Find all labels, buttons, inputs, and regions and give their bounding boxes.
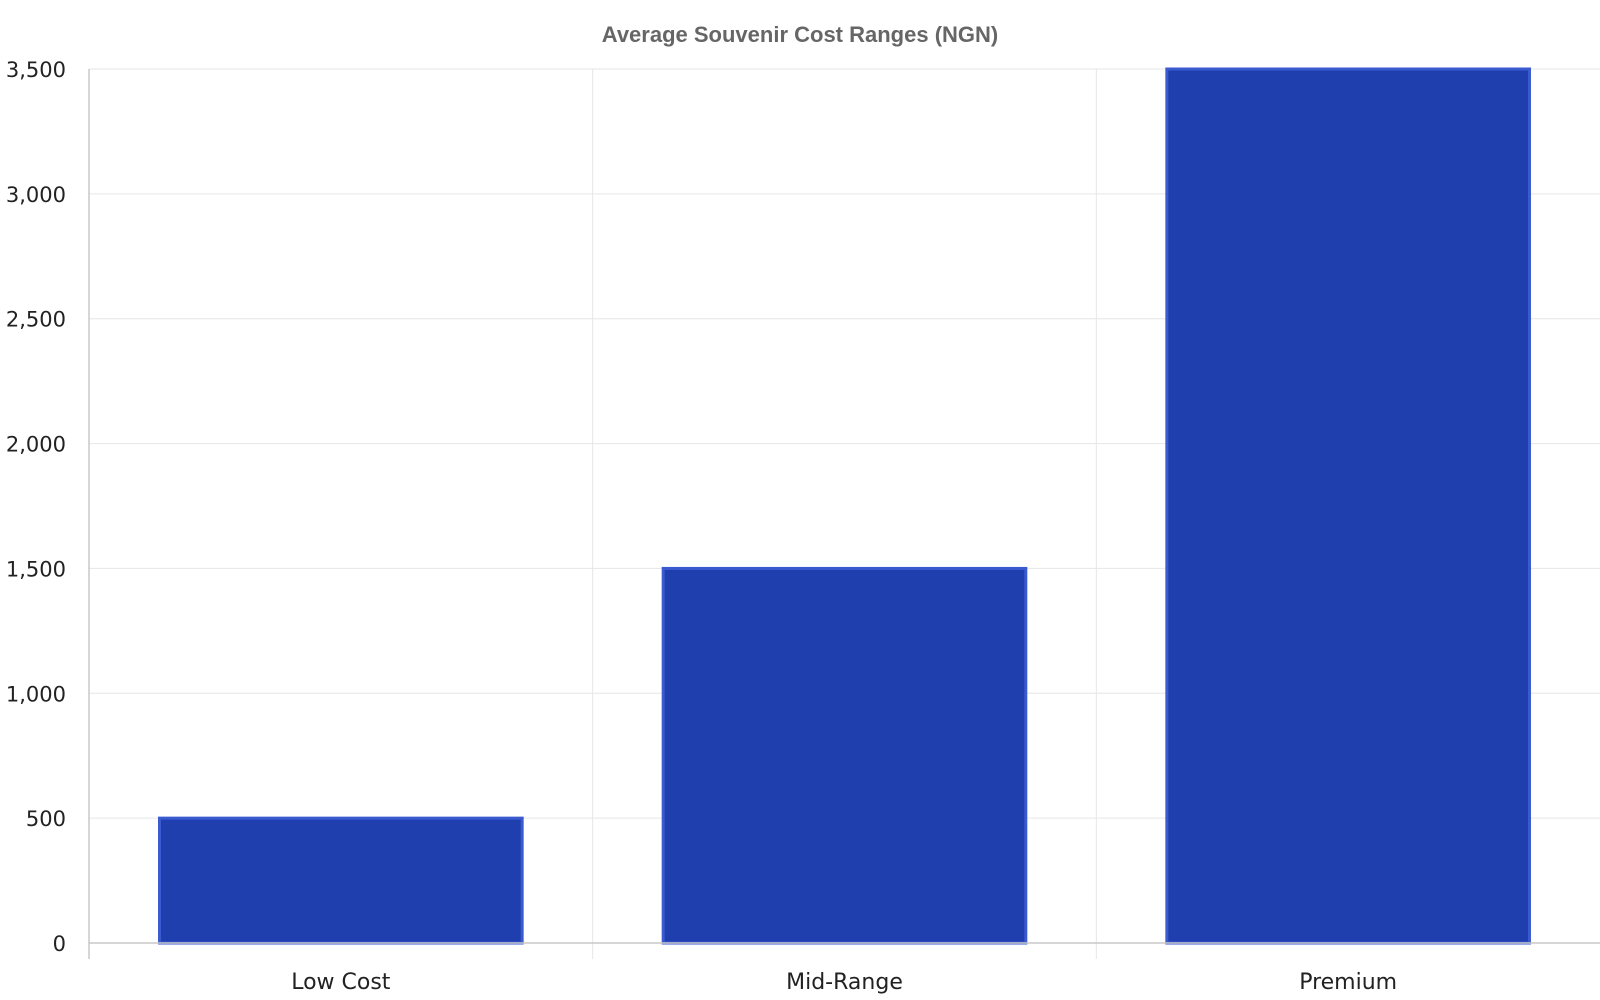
y-tick-label: 3,500: [6, 58, 66, 82]
y-tick-label: 2,000: [6, 433, 66, 457]
y-tick-label: 3,000: [6, 183, 66, 207]
chart-title: Average Souvenir Cost Ranges (NGN): [602, 22, 999, 47]
y-tick-label: 1,000: [6, 682, 66, 706]
bar-layer: [158, 67, 1531, 945]
bar-premium: [1165, 67, 1531, 945]
x-tick-label: Premium: [1299, 970, 1397, 995]
y-tick-label: 1,500: [6, 557, 66, 581]
x-tick-label: Low Cost: [291, 970, 391, 995]
y-tick-label: 0: [53, 932, 66, 956]
axis-layer: [88, 69, 1600, 959]
y-tick-label: 2,500: [6, 308, 66, 332]
y-tick-label: 500: [26, 807, 66, 831]
bar-low-cost: [158, 816, 524, 945]
bar-mid-range: [661, 566, 1028, 945]
label-layer: 0 500 1,000 1,500 2,000 2,500 3,000 3,500 Low Co…: [6, 58, 1397, 995]
x-tick-label: Mid-Range: [786, 970, 903, 995]
